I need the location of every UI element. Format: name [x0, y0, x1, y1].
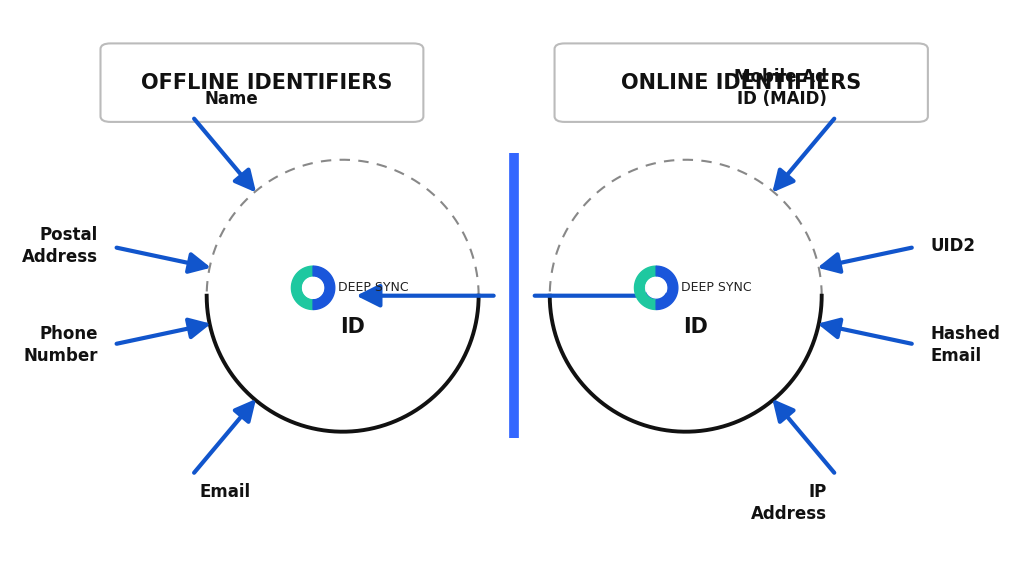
- Circle shape: [303, 278, 324, 298]
- Text: Name: Name: [205, 90, 258, 109]
- Text: ONLINE IDENTIFIERS: ONLINE IDENTIFIERS: [622, 73, 861, 93]
- Text: ID: ID: [683, 318, 708, 337]
- Text: DEEP SYNC: DEEP SYNC: [681, 281, 752, 294]
- Text: ID: ID: [340, 318, 365, 337]
- Text: Mobile Ad
ID (MAID): Mobile Ad ID (MAID): [734, 68, 826, 109]
- Text: Phone
Number: Phone Number: [24, 325, 98, 365]
- Text: DEEP SYNC: DEEP SYNC: [338, 281, 409, 294]
- Text: UID2: UID2: [931, 237, 975, 255]
- Text: Postal
Address: Postal Address: [23, 226, 98, 266]
- Polygon shape: [635, 266, 656, 310]
- FancyBboxPatch shape: [555, 43, 928, 122]
- Polygon shape: [656, 266, 678, 310]
- Text: OFFLINE IDENTIFIERS: OFFLINE IDENTIFIERS: [141, 73, 392, 93]
- Text: IP
Address: IP Address: [751, 483, 826, 523]
- FancyBboxPatch shape: [100, 43, 423, 122]
- Polygon shape: [292, 266, 313, 310]
- Polygon shape: [313, 266, 335, 310]
- Text: Hashed
Email: Hashed Email: [931, 325, 1000, 365]
- Text: Email: Email: [200, 483, 251, 501]
- Circle shape: [646, 278, 667, 298]
